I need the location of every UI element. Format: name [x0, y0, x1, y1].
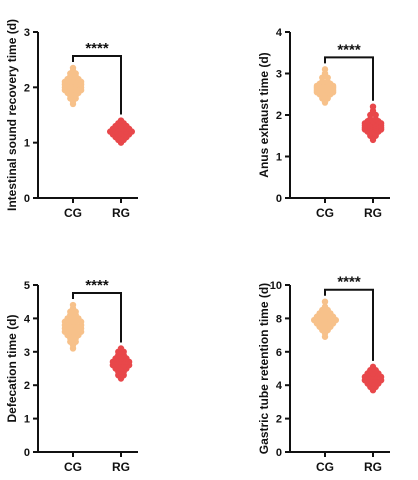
data-point-cg	[321, 66, 329, 73]
x-tick-label-rg: RG	[364, 460, 382, 474]
y-tick-label: 5	[24, 280, 30, 292]
y-tick-label: 3	[276, 69, 282, 81]
data-point-rg	[117, 117, 125, 124]
data-point-rg	[369, 363, 377, 371]
significance-label: ****	[85, 40, 109, 57]
y-tick-label: 3	[24, 347, 30, 359]
chart-panel-4: Gastric tube retention time (d) 0 2 4 6 8 10 CG…	[257, 274, 390, 474]
y-tick-label: 0	[276, 193, 282, 205]
data-point-cg	[69, 301, 77, 309]
x-tick-label-cg: CG	[316, 206, 334, 220]
y-tick-label: 8	[276, 313, 282, 325]
y-tick-label: 1	[24, 414, 30, 426]
y-tick-label: 2	[276, 110, 282, 122]
y-axis-label: Defecation time (d)	[5, 314, 19, 422]
x-tick-label-rg: RG	[112, 460, 130, 474]
data-point-cg	[321, 303, 329, 310]
chart-panel-1: Intestinal sound recovery time (d) 0 1 2 3 CG…	[5, 19, 138, 220]
y-tick-label: 2	[276, 414, 282, 426]
data-point-rg	[117, 345, 125, 352]
chart-panel-2: Anus exhaust time (d) 0 1 2 3 4 CG RG ****	[257, 27, 390, 220]
y-tick-label: 0	[24, 193, 30, 205]
chart-panel-3: Defecation time (d) 0 1 2 3 4 5 CG RG ****	[5, 277, 138, 474]
significance-bracket	[72, 54, 122, 115]
y-tick-label: 0	[24, 447, 30, 459]
y-tick-label: 0	[276, 447, 282, 459]
significance-bracket	[72, 292, 122, 343]
x-tick-label-rg: RG	[364, 206, 382, 220]
significance-bracket	[324, 56, 374, 101]
significance-label: ****	[85, 277, 109, 294]
data-point-rg	[369, 103, 377, 110]
y-tick-label: 4	[276, 380, 283, 392]
x-tick-label-cg: CG	[64, 460, 82, 474]
y-tick-label: 4	[24, 313, 31, 325]
x-tick-label-rg: RG	[112, 206, 130, 220]
data-point-cg	[321, 298, 329, 305]
significance-bracket	[324, 288, 374, 361]
data-point-cg	[69, 64, 77, 72]
x-tick-label-cg: CG	[316, 460, 334, 474]
y-tick-label: 2	[24, 82, 30, 94]
y-tick-label: 2	[24, 380, 30, 392]
y-axis-label: Gastric tube retention time (d)	[257, 283, 271, 454]
x-tick-label-cg: CG	[64, 206, 82, 220]
significance-label: ****	[337, 274, 361, 291]
y-tick-label: 1	[276, 152, 282, 164]
y-tick-label: 6	[276, 347, 282, 359]
y-tick-label: 4	[276, 27, 283, 39]
y-axis-label: Anus exhaust time (d)	[257, 52, 271, 177]
y-axis-label: Intestinal sound recovery time (d)	[5, 19, 19, 211]
significance-label: ****	[337, 41, 361, 58]
y-tick-label: 3	[24, 27, 30, 39]
y-tick-label: 1	[24, 138, 30, 150]
y-tick-label: 10	[270, 280, 282, 292]
